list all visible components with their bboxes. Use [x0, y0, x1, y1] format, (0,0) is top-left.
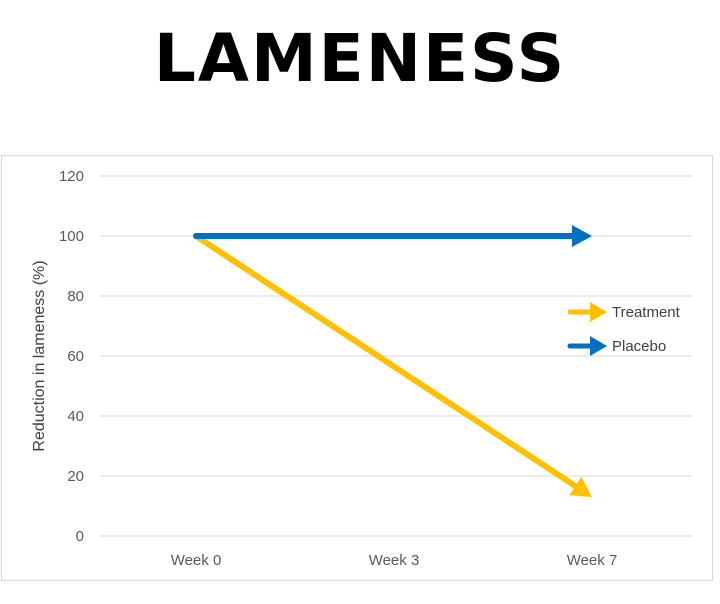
y-tick-label-4: 80	[67, 288, 84, 305]
y-tick-label-0: 0	[76, 528, 84, 545]
x-tick-label-1: Week 3	[369, 552, 420, 569]
chart-frame	[1, 155, 713, 581]
series-placebo-arrow-head	[572, 225, 592, 247]
y-axis-title: Reduction in lameness (%)	[31, 260, 48, 451]
legend-treatment-marker	[567, 302, 607, 322]
series-treatment-arrow	[193, 233, 592, 497]
x-tick-label-2: Week 7	[567, 552, 618, 569]
series-placebo-arrow	[193, 225, 592, 247]
series-treatment-arrow-head	[569, 476, 592, 497]
legend-treatment-label: Treatment	[612, 304, 681, 321]
x-tick-label-0: Week 0	[171, 552, 222, 569]
legend-placebo-marker-head	[590, 336, 607, 356]
legend-placebo-marker	[567, 336, 607, 356]
series-treatment-arrow-shaft	[193, 233, 579, 489]
y-tick-label-2: 40	[67, 408, 84, 425]
y-tick-label-1: 20	[67, 468, 84, 485]
legend-treatment-marker-head	[590, 302, 607, 322]
y-tick-label-3: 60	[67, 348, 84, 365]
legend-placebo-label: Placebo	[612, 338, 666, 355]
y-tick-label-5: 100	[59, 228, 84, 245]
y-tick-label-6: 120	[59, 168, 84, 185]
page-title: LAMENESS	[153, 20, 567, 97]
